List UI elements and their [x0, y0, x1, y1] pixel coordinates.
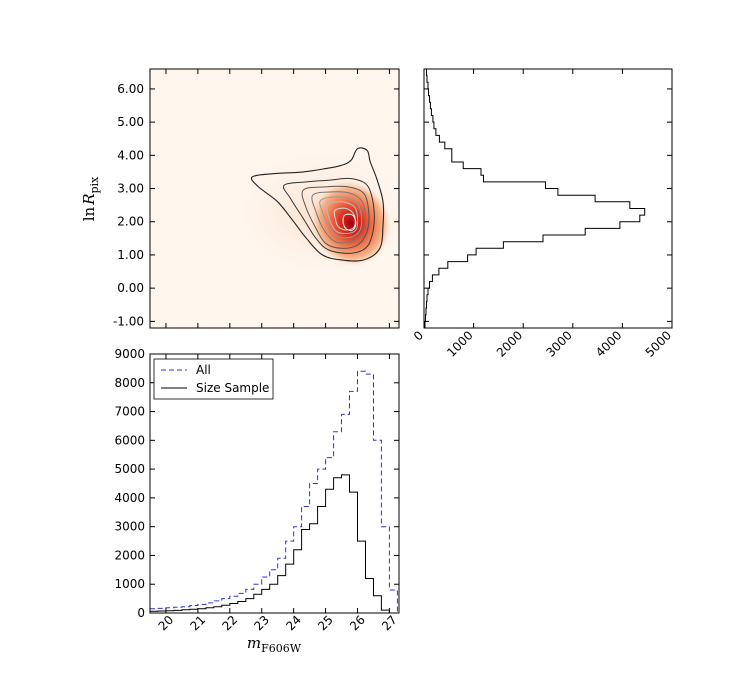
density-y-tick-label: 1.00 [117, 248, 144, 262]
legend-label-all: All [196, 363, 211, 377]
contour-layer [250, 147, 385, 262]
legend: All Size Sample [153, 358, 274, 400]
magnitude-series-size-sample [150, 474, 398, 614]
magnitude-y-tick-label: 6000 [114, 433, 145, 447]
size-histogram-x-tick-label: 1000 [444, 328, 475, 359]
density-y-axis-label: lnRpix [80, 176, 101, 221]
density-panel-frame [149, 68, 400, 329]
legend-label-size-sample: Size Sample [196, 381, 269, 395]
magnitude-x-tick-label: 24 [283, 613, 304, 634]
magnitude-x-tick-label: 26 [347, 613, 368, 634]
contour-line [282, 177, 375, 254]
magnitude-x-tick-label: 20 [156, 613, 177, 634]
density-y-tick-label: 6.00 [117, 82, 144, 96]
contour-line [301, 185, 370, 249]
density-core [310, 179, 392, 267]
contour-line [326, 201, 359, 234]
magnitude-x-tick-label: 25 [315, 613, 336, 634]
magnitude-histogram-series [150, 370, 398, 614]
magnitude-y-tick-label: 5000 [114, 462, 145, 476]
size-histogram-x-tick-label: 4000 [593, 328, 624, 359]
contour-line [311, 191, 367, 244]
contour-line [319, 196, 363, 239]
size-histogram-frame [423, 68, 673, 329]
magnitude-x-tick-label: 23 [251, 613, 272, 634]
magnitude-histogram-panel: 0 1000 2000 3000 4000 5000 6000 7000 8000 9000 20… [114, 347, 399, 655]
density-y-tick-label: 5.00 [117, 115, 144, 129]
magnitude-y-tick-label: 7000 [114, 405, 145, 419]
density-y-tick-label: 0.00 [117, 281, 144, 295]
size-histogram-x-tick-label: 0 [411, 328, 426, 343]
magnitude-x-axis-label: mF606W [247, 634, 302, 655]
density-y-tick-label: 2.00 [117, 215, 144, 229]
magnitude-y-tick-label: 2000 [114, 548, 145, 562]
contour-line [250, 147, 385, 262]
magnitude-x-tick-label: 22 [219, 613, 240, 634]
size-histogram-step [424, 69, 646, 328]
size-histogram-background [424, 69, 672, 328]
magnitude-y-tick-label: 8000 [114, 376, 145, 390]
contour-line [342, 213, 357, 231]
legend-box [153, 358, 274, 400]
size-histogram-x-tick-label: 3000 [543, 328, 574, 359]
density-x-axis [165, 69, 390, 328]
magnitude-y-tick-label: 1000 [114, 577, 145, 591]
size-histogram-x-tick-label: 2000 [494, 328, 525, 359]
magnitude-y-tick-label: 3000 [114, 520, 145, 534]
magnitude-y-tick-label: 9000 [114, 347, 145, 361]
size-histogram-y-axis [424, 88, 672, 322]
magnitude-histogram-y-axis: 0 1000 2000 3000 4000 5000 6000 7000 8000 9000 [114, 347, 399, 620]
contour-line [333, 207, 356, 231]
size-histogram-panel: 0 1000 2000 3000 4000 5000 [411, 68, 674, 360]
density-y-tick-label: -1.00 [113, 314, 144, 328]
density-layer [227, 141, 399, 282]
magnitude-histogram-frame [149, 353, 400, 614]
density-y-tick-label: 3.00 [117, 182, 144, 196]
magnitude-y-tick-label: 4000 [114, 491, 145, 505]
density-y-tick-label: 4.00 [117, 148, 144, 162]
magnitude-y-tick-label: 0 [137, 606, 145, 620]
magnitude-x-tick-label: 21 [188, 613, 209, 634]
density-panel: -1.00 0.00 1.00 2.00 3.00 4.00 5.00 6.00 lnRpix [80, 68, 400, 329]
size-histogram-x-tick-label: 5000 [643, 328, 674, 359]
magnitude-x-tick-label: 27 [379, 613, 400, 634]
density-y-axis: -1.00 0.00 1.00 2.00 3.00 4.00 5.00 6.00 [113, 82, 399, 328]
